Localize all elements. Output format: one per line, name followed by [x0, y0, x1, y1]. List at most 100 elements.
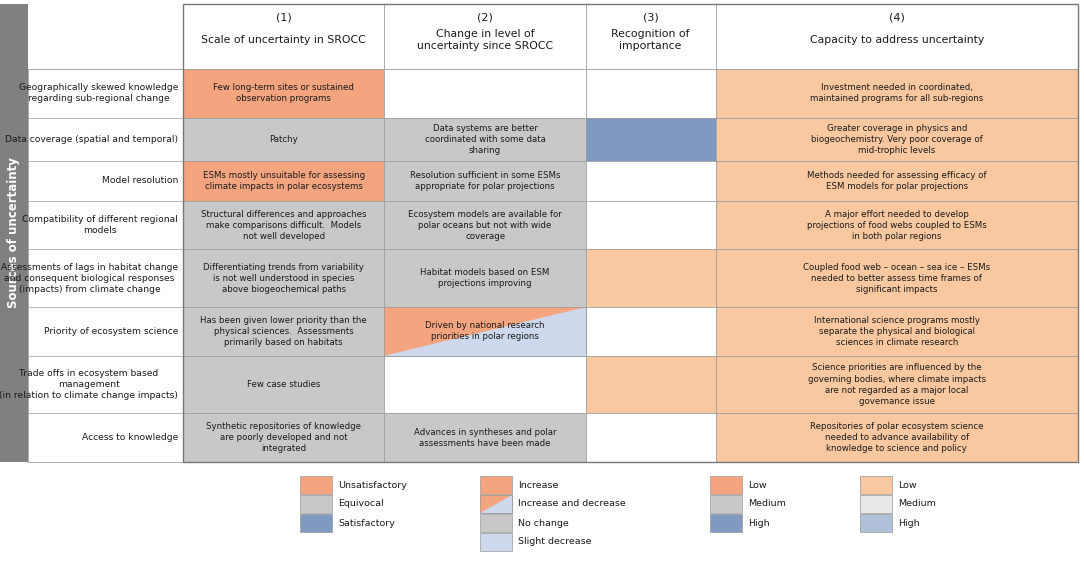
- Text: Investment needed in coordinated,
maintained programs for all sub-regions: Investment needed in coordinated, mainta…: [810, 84, 983, 103]
- Text: Unsatisfactory: Unsatisfactory: [338, 480, 406, 490]
- Text: Equivocal: Equivocal: [338, 499, 384, 509]
- Text: Low: Low: [898, 480, 917, 490]
- Text: A major effort needed to develop
projections of food webs coupled to ESMs
in bot: A major effort needed to develop project…: [806, 209, 986, 241]
- Bar: [585, 118, 715, 161]
- Bar: [710, 495, 743, 513]
- Bar: [300, 514, 332, 532]
- Bar: [480, 495, 512, 513]
- Text: Medium: Medium: [748, 499, 786, 509]
- Bar: [715, 201, 1077, 249]
- Text: Increase: Increase: [518, 480, 558, 490]
- Bar: [300, 476, 332, 494]
- Text: Low: Low: [748, 480, 766, 490]
- Text: Structural differences and approaches
make comparisons difficult.  Models
not we: Structural differences and approaches ma…: [201, 209, 366, 241]
- Text: Driven by national research
priorities in polar regions: Driven by national research priorities i…: [425, 321, 545, 342]
- Bar: [28, 414, 183, 462]
- Text: Medium: Medium: [898, 499, 935, 509]
- Text: (3): (3): [643, 13, 658, 23]
- Text: Differentiating trends from variability
is not well understood in species
above : Differentiating trends from variability …: [204, 263, 364, 294]
- Bar: [715, 4, 1077, 69]
- Bar: [28, 356, 183, 414]
- Bar: [385, 161, 585, 201]
- Bar: [385, 356, 585, 414]
- Bar: [715, 249, 1077, 307]
- Text: Recognition of
importance: Recognition of importance: [611, 29, 689, 51]
- Bar: [860, 476, 892, 494]
- Bar: [480, 476, 512, 494]
- Text: Increase and decrease: Increase and decrease: [518, 499, 625, 509]
- Bar: [715, 414, 1077, 462]
- Bar: [715, 161, 1077, 201]
- Bar: [715, 118, 1077, 161]
- Text: Repositories of polar ecosystem science
needed to advance availability of
knowle: Repositories of polar ecosystem science …: [810, 422, 983, 454]
- Bar: [385, 307, 585, 356]
- Bar: [183, 69, 385, 118]
- Text: ESMs mostly unsuitable for assessing
climate impacts in polar ecosystems: ESMs mostly unsuitable for assessing cli…: [203, 171, 364, 191]
- Bar: [585, 69, 715, 118]
- Bar: [710, 476, 743, 494]
- Bar: [183, 161, 385, 201]
- Text: Priority of ecosystem science: Priority of ecosystem science: [43, 327, 178, 336]
- Text: Few long-term sites or sustained
observation programs: Few long-term sites or sustained observa…: [214, 84, 354, 103]
- Text: Slight decrease: Slight decrease: [518, 538, 592, 546]
- Bar: [585, 161, 715, 201]
- Bar: [385, 118, 585, 161]
- Bar: [28, 307, 183, 356]
- Bar: [385, 414, 585, 462]
- Bar: [183, 307, 385, 356]
- Text: Ecosystem models are available for
polar oceans but not with wide
coverage: Ecosystem models are available for polar…: [409, 209, 562, 241]
- Bar: [300, 495, 332, 513]
- Bar: [183, 4, 1077, 462]
- Bar: [183, 201, 385, 249]
- Bar: [28, 69, 183, 462]
- Text: Greater coverage in physics and
biogeochemistry. Very poor coverage of
mid-troph: Greater coverage in physics and biogeoch…: [811, 124, 982, 155]
- Bar: [28, 161, 183, 201]
- Text: (4): (4): [889, 13, 905, 23]
- Bar: [715, 307, 1077, 356]
- Polygon shape: [480, 495, 512, 513]
- Bar: [385, 201, 585, 249]
- Bar: [28, 69, 183, 118]
- Text: Data coverage (spatial and temporal): Data coverage (spatial and temporal): [5, 135, 178, 144]
- Text: International science programs mostly
separate the physical and biological
scien: International science programs mostly se…: [814, 316, 980, 347]
- Bar: [385, 307, 585, 356]
- Text: Coupled food web – ocean – sea ice – ESMs
needed to better assess time frames of: Coupled food web – ocean – sea ice – ESM…: [803, 263, 991, 294]
- Text: Scale of uncertainty in SROCC: Scale of uncertainty in SROCC: [202, 35, 366, 45]
- Bar: [480, 495, 512, 513]
- Bar: [0, 4, 28, 462]
- Bar: [585, 307, 715, 356]
- Bar: [480, 514, 512, 532]
- Bar: [710, 514, 743, 532]
- Bar: [183, 4, 385, 69]
- Text: Habitat models based on ESM
projections improving: Habitat models based on ESM projections …: [421, 268, 550, 288]
- Bar: [183, 356, 385, 414]
- Bar: [28, 249, 183, 307]
- Text: Advances in syntheses and polar
assessments have been made: Advances in syntheses and polar assessme…: [414, 427, 556, 448]
- Bar: [480, 533, 512, 551]
- Text: Compatibility of different regional
models: Compatibility of different regional mode…: [22, 215, 178, 235]
- Bar: [585, 249, 715, 307]
- Text: (2): (2): [477, 13, 493, 23]
- Bar: [385, 249, 585, 307]
- Text: Sources of uncertainty: Sources of uncertainty: [8, 158, 21, 309]
- Text: Resolution sufficient in some ESMs
appropriate for polar projections: Resolution sufficient in some ESMs appro…: [410, 171, 560, 191]
- Bar: [385, 4, 585, 69]
- Text: Change in level of
uncertainty since SROCC: Change in level of uncertainty since SRO…: [417, 29, 553, 51]
- Text: Science priorities are influenced by the
governing bodies, where climate impacts: Science priorities are influenced by the…: [808, 364, 985, 405]
- Bar: [585, 201, 715, 249]
- Text: High: High: [898, 519, 919, 527]
- Text: Methods needed for assessing efficacy of
ESM models for polar projections: Methods needed for assessing efficacy of…: [806, 171, 986, 191]
- Text: Has been given lower priority than the
physical sciences.  Assessments
primarily: Has been given lower priority than the p…: [201, 316, 367, 347]
- Bar: [715, 356, 1077, 414]
- Bar: [860, 514, 892, 532]
- Bar: [28, 201, 183, 249]
- Polygon shape: [385, 307, 585, 356]
- Text: Capacity to address uncertainty: Capacity to address uncertainty: [810, 35, 984, 45]
- Text: Model resolution: Model resolution: [102, 176, 178, 186]
- Text: Trade offs in ecosystem based
management
(in relation to climate change impacts): Trade offs in ecosystem based management…: [0, 369, 178, 400]
- Bar: [585, 4, 715, 69]
- Text: No change: No change: [518, 519, 569, 527]
- Bar: [183, 249, 385, 307]
- Bar: [385, 69, 585, 118]
- Text: Satisfactory: Satisfactory: [338, 519, 395, 527]
